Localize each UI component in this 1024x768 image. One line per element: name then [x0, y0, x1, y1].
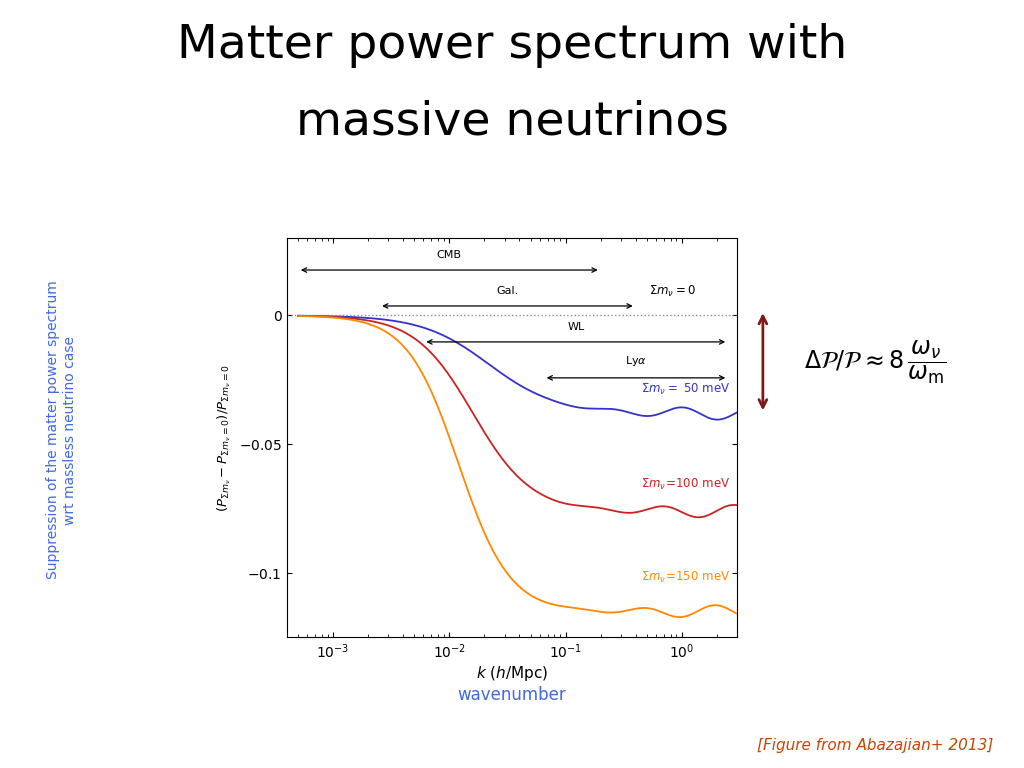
- Text: WL: WL: [567, 322, 585, 332]
- X-axis label: $k\ (h/\mathrm{Mpc})$: $k\ (h/\mathrm{Mpc})$: [476, 664, 548, 683]
- Text: massive neutrinos: massive neutrinos: [296, 100, 728, 145]
- Text: Suppression of the matter power spectrum
wrt massless neutrino case: Suppression of the matter power spectrum…: [46, 281, 77, 579]
- Text: Matter power spectrum with: Matter power spectrum with: [177, 23, 847, 68]
- Text: [Figure from Abazajian+ 2013]: [Figure from Abazajian+ 2013]: [757, 737, 993, 753]
- Text: $\Sigma m_\nu=0$: $\Sigma m_\nu=0$: [649, 283, 695, 299]
- Text: $\Sigma m_\nu\!=\!100\ \mathrm{meV}$: $\Sigma m_\nu\!=\!100\ \mathrm{meV}$: [641, 477, 731, 492]
- Text: $\Sigma m_\nu=\ 50\ \mathrm{meV}$: $\Sigma m_\nu=\ 50\ \mathrm{meV}$: [641, 382, 731, 397]
- Text: wavenumber: wavenumber: [458, 686, 566, 704]
- Text: $\Delta\mathcal{P}/\mathcal{P} \approx 8\,\dfrac{\omega_\nu}{\omega_\mathrm{m}}$: $\Delta\mathcal{P}/\mathcal{P} \approx 8…: [804, 338, 946, 386]
- Text: $\Sigma m_\nu\!=\!150\ \mathrm{meV}$: $\Sigma m_\nu\!=\!150\ \mathrm{meV}$: [641, 570, 731, 585]
- Text: CMB: CMB: [437, 250, 462, 260]
- Y-axis label: $(P_{\Sigma m_\nu} - P_{\Sigma m_\nu=0})/P_{\Sigma m_\nu=0}$: $(P_{\Sigma m_\nu} - P_{\Sigma m_\nu=0})…: [215, 364, 233, 511]
- Text: Ly$\alpha$: Ly$\alpha$: [625, 354, 647, 368]
- Text: Gal.: Gal.: [497, 286, 518, 296]
